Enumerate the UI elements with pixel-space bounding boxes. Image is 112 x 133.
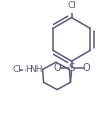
Text: O: O	[53, 63, 60, 73]
Text: O: O	[82, 63, 89, 73]
Text: Cl: Cl	[67, 1, 75, 10]
Text: S: S	[68, 63, 74, 73]
Text: H: H	[24, 65, 31, 74]
Text: Cl: Cl	[13, 65, 22, 74]
Text: NH: NH	[29, 65, 42, 74]
